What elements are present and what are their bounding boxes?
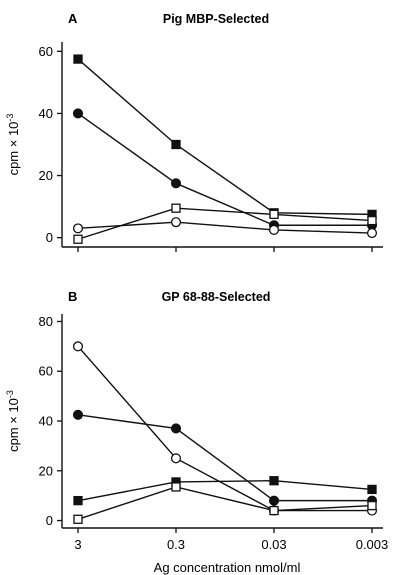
series-line <box>77 58 373 216</box>
y-axis-label: cpm × 10-3 <box>5 114 21 176</box>
data-point-square <box>269 505 279 516</box>
panel-b: B GP 68-88-Selected 0 20 40 60 80 3 0.3 0.03 0.003… <box>5 289 388 575</box>
data-point-circle <box>170 178 182 189</box>
data-point-square <box>171 203 181 213</box>
y-tick-label: 60 <box>39 364 53 379</box>
series-line <box>77 345 372 512</box>
series-line <box>77 486 373 520</box>
panel-title: Pig MBP-Selected <box>163 12 269 26</box>
data-point-square <box>367 215 377 226</box>
data-point-square <box>171 482 181 492</box>
panel-a: A Pig MBP-Selected 0 20 40 60 cpm × 10-3 <box>5 11 383 252</box>
data-point-circle <box>72 409 84 420</box>
series-line <box>77 207 373 240</box>
y-tick-label: 40 <box>39 106 53 121</box>
panel-letter: B <box>68 289 77 304</box>
data-point-square <box>269 476 279 486</box>
y-tick-label: 20 <box>39 463 53 478</box>
y-tick-label: 0 <box>46 513 53 528</box>
data-point-square <box>73 495 83 506</box>
data-point-circle <box>72 341 84 352</box>
y-tick-label: 80 <box>39 314 53 329</box>
data-point-circle <box>170 453 182 464</box>
x-tick-label: 3 <box>74 537 81 552</box>
y-axis-label: cpm × 10-3 <box>5 390 21 452</box>
series-line <box>77 414 372 502</box>
data-point-square <box>73 514 83 524</box>
data-point-circle <box>72 108 84 119</box>
x-axis-label: Ag concentration nmol/ml <box>154 560 301 575</box>
data-point-square <box>73 234 83 244</box>
data-point-circle <box>170 423 182 434</box>
data-point-circle <box>72 223 84 234</box>
data-point-square <box>367 484 377 495</box>
data-point-square <box>367 500 377 511</box>
series-line <box>77 221 373 234</box>
x-tick-label: 0.03 <box>261 537 286 552</box>
y-tick-label: 20 <box>39 168 53 183</box>
panel-title: GP 68-88-Selected <box>162 290 271 304</box>
x-tick-label: 0.3 <box>167 537 185 552</box>
data-point-square <box>269 209 279 220</box>
data-point-square <box>73 54 83 64</box>
y-tick-label: 0 <box>46 230 53 245</box>
data-point-circle <box>268 224 280 235</box>
x-tick-label: 0.003 <box>356 537 389 552</box>
series-line <box>77 480 373 502</box>
data-point-circle <box>268 495 280 506</box>
data-point-circle <box>366 227 378 239</box>
panel-letter: A <box>68 11 78 26</box>
y-tick-label: 60 <box>39 44 53 59</box>
series-line <box>77 112 372 226</box>
y-tick-label: 40 <box>39 414 53 429</box>
data-point-circle <box>170 217 182 228</box>
data-point-square <box>171 139 181 150</box>
